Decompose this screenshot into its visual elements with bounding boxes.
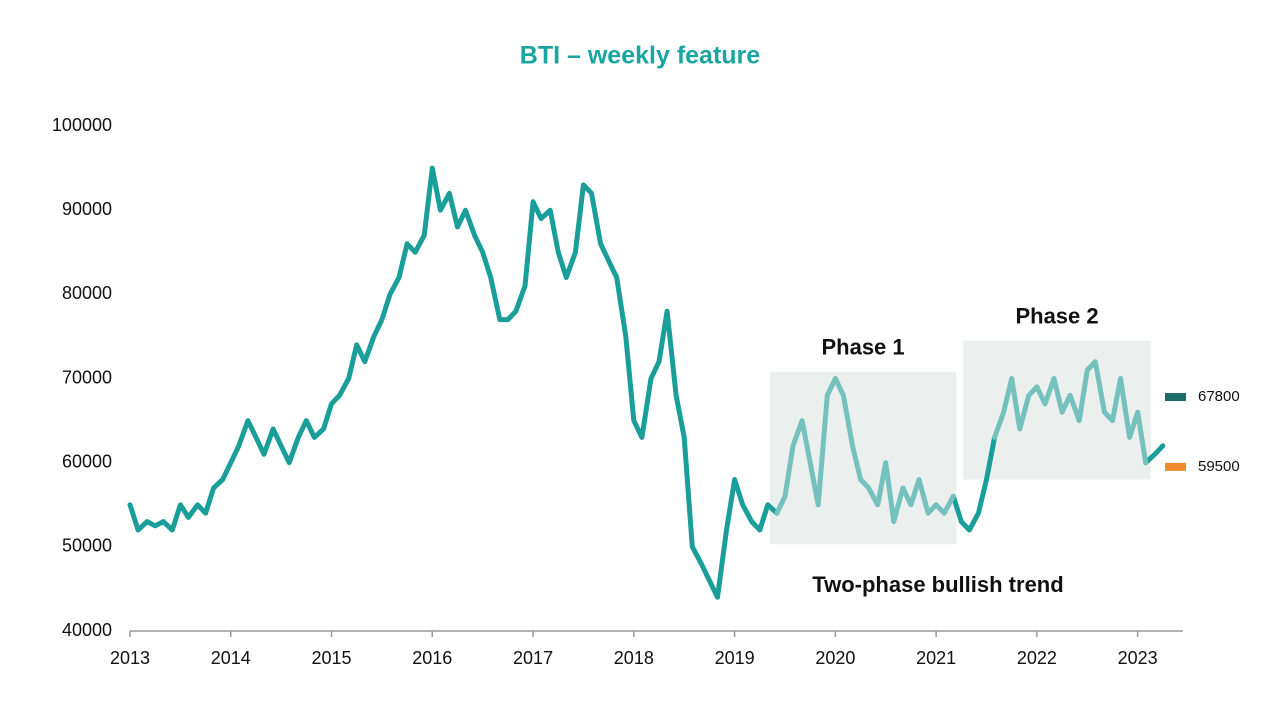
price-line [774,359,1149,525]
y-tick-label: 70000 [62,367,112,387]
y-tick-label: 60000 [62,451,112,471]
price-line [127,165,1166,600]
y-tick-label: 50000 [62,536,112,556]
x-tick-label: 2020 [815,648,855,668]
chart-title: BTI – weekly feature [520,42,760,70]
phase-label: Phase 1 [821,335,904,360]
x-tick-label: 2015 [312,648,352,668]
y-tick-label: 40000 [62,620,112,640]
phase-box [963,340,1151,480]
y-tick-label: 90000 [62,199,112,219]
phase-box [769,371,957,545]
y-tick-label: 100000 [52,115,112,135]
x-tick-label: 2019 [715,648,755,668]
annotation: Two-phase bullish trend [812,572,1063,597]
x-tick-label: 2023 [1118,648,1158,668]
x-tick-label: 2018 [614,648,654,668]
phase-label: Phase 2 [1015,303,1098,328]
x-tick-label: 2021 [916,648,956,668]
x-tick-label: 2022 [1017,648,1057,668]
level-label: 59500 [1198,458,1240,475]
level-label: 67800 [1198,388,1240,405]
x-tick-label: 2016 [412,648,452,668]
x-tick-label: 2013 [110,648,150,668]
y-tick-label: 80000 [62,283,112,303]
x-tick-label: 2017 [513,648,553,668]
x-tick-label: 2014 [211,648,251,668]
